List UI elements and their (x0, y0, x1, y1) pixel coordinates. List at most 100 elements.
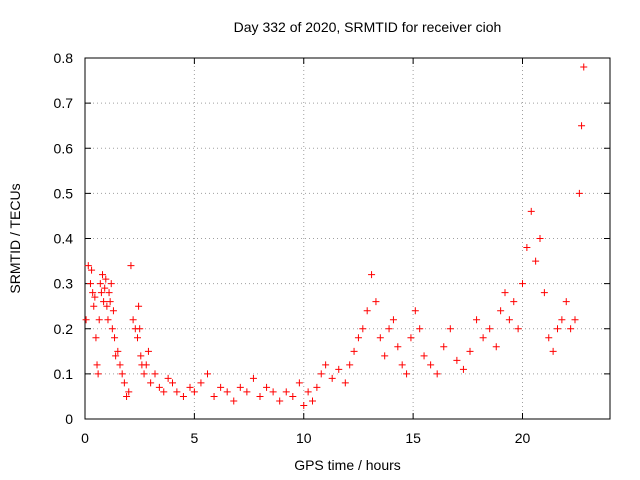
data-point (93, 361, 101, 369)
data-point (350, 347, 358, 355)
tick-labels: 0 0.1 0.2 0.3 0.4 0.5 0.6 0.7 0.8 0 5 10 15 20 (54, 50, 531, 446)
data-point (164, 374, 172, 382)
data-point (111, 334, 119, 342)
data-point (486, 325, 494, 333)
data-point (197, 379, 205, 387)
data-point (385, 325, 393, 333)
data-point (459, 365, 467, 373)
y-tick-label: 0 (65, 411, 73, 427)
data-point (427, 361, 435, 369)
data-point (137, 352, 145, 360)
grid (85, 58, 610, 419)
data-point (86, 280, 94, 288)
data-point (571, 316, 579, 324)
data-point (295, 379, 303, 387)
data-point (398, 361, 406, 369)
data-point (519, 280, 526, 288)
data-point (123, 392, 131, 400)
data-point (558, 316, 566, 324)
data-point (403, 370, 411, 378)
y-tick-label: 0.7 (54, 95, 74, 111)
data-point (147, 379, 155, 387)
data-points (82, 63, 588, 409)
y-tick-label: 0.8 (54, 50, 74, 66)
data-point (300, 401, 308, 409)
data-point (317, 370, 325, 378)
y-tick-label: 0.2 (54, 321, 74, 337)
y-tick-label: 0.5 (54, 185, 74, 201)
data-point (540, 289, 548, 297)
data-point (545, 334, 553, 342)
data-point (554, 325, 561, 333)
data-point (204, 370, 211, 378)
data-point (492, 343, 500, 351)
data-point (90, 302, 98, 310)
data-point (368, 271, 376, 279)
data-point (179, 392, 187, 400)
data-point (527, 207, 535, 215)
data-point (190, 388, 198, 396)
data-point (88, 266, 96, 274)
data-point (549, 347, 557, 355)
data-point (94, 370, 102, 378)
x-tick-label: 20 (515, 430, 531, 446)
data-point (106, 298, 114, 306)
data-point (142, 361, 150, 369)
data-point (249, 374, 257, 382)
data-point (263, 383, 271, 391)
data-point (407, 334, 415, 342)
data-point (236, 383, 244, 391)
data-point (125, 388, 133, 396)
data-point (114, 347, 122, 355)
data-point (446, 325, 454, 333)
data-point (135, 302, 143, 310)
data-point (136, 325, 144, 333)
data-point (96, 280, 104, 288)
data-point (282, 388, 290, 396)
data-point (103, 302, 111, 310)
data-point (420, 352, 428, 360)
data-point (186, 383, 194, 391)
data-point (505, 316, 513, 324)
y-tick-label: 0.3 (54, 276, 74, 292)
data-point (532, 257, 540, 265)
data-point (91, 293, 99, 301)
data-point (497, 307, 505, 315)
data-point (567, 325, 575, 333)
data-point (322, 361, 330, 369)
y-axis-label: SRMTID / TECUs (7, 183, 23, 293)
data-point (304, 388, 312, 396)
x-tick-label: 10 (296, 430, 312, 446)
y-tick-label: 0.4 (54, 231, 74, 247)
x-tick-label: 5 (190, 430, 198, 446)
data-point (230, 397, 238, 405)
data-point (223, 388, 231, 396)
data-point (359, 325, 367, 333)
data-point (466, 347, 474, 355)
data-point (160, 388, 168, 396)
data-point (578, 122, 586, 130)
data-point (346, 361, 354, 369)
data-point (105, 289, 113, 297)
data-point (140, 370, 148, 378)
data-point (440, 343, 448, 351)
data-point (416, 325, 424, 333)
data-point (536, 235, 544, 242)
chart-title: Day 332 of 2020, SRMTID for receiver cio… (234, 19, 502, 35)
data-point (108, 325, 116, 333)
data-point (523, 244, 531, 252)
data-point (112, 352, 120, 360)
data-point (104, 316, 112, 324)
data-point (394, 343, 402, 351)
data-point (97, 289, 105, 297)
x-tick-label: 15 (405, 430, 421, 446)
data-point (453, 356, 461, 364)
data-point (118, 370, 126, 378)
data-point (243, 388, 251, 396)
data-point (372, 298, 380, 306)
data-point (210, 392, 218, 400)
data-point (84, 262, 92, 270)
data-point (217, 383, 225, 391)
data-point (82, 316, 90, 324)
data-point (151, 370, 159, 378)
